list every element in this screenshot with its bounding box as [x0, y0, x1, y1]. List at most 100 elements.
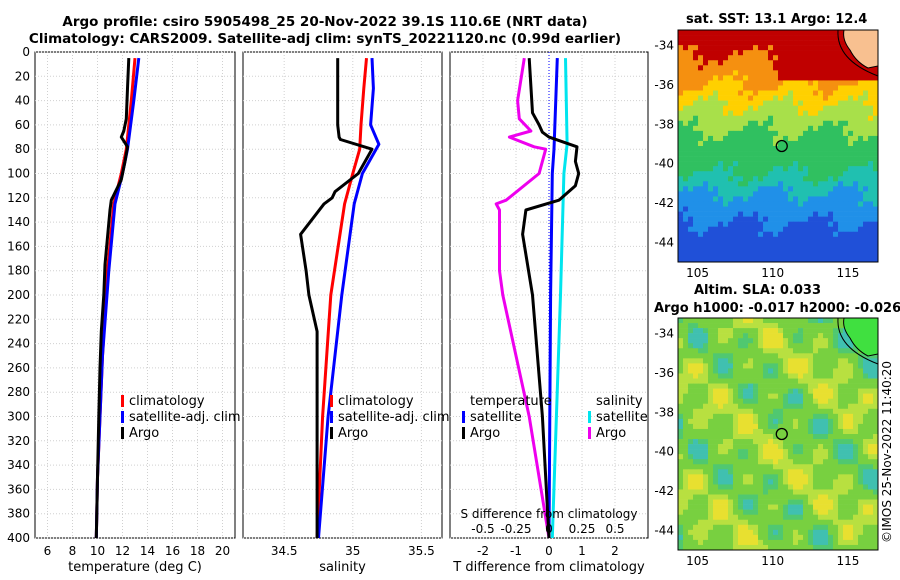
figure-title-line2: Climatology: CARS2009. Satellite-adj cli… [28, 31, 622, 47]
depth-tick-label: 200 [7, 288, 30, 302]
legend-swatch [121, 427, 124, 439]
temperature-xtick-label: 12 [115, 544, 130, 558]
temperature-xtick-label: 18 [190, 544, 205, 558]
salinity-series-satellite-adj-clim [317, 58, 381, 538]
legend-swatch [330, 427, 333, 439]
legend-label: climatology [338, 394, 414, 409]
lat-tick-label: -34 [654, 327, 674, 341]
depth-tick-label: 140 [7, 215, 30, 229]
depth-tick-label: 20 [15, 69, 30, 83]
sst-map-title: sat. SST: 13.1 Argo: 12.4 [686, 12, 868, 27]
lat-tick-label: -40 [654, 157, 674, 171]
sla-map-title-1: Altim. SLA: 0.033 [694, 283, 821, 298]
depth-tick-label: 120 [7, 191, 30, 205]
depth-tick-label: 240 [7, 337, 30, 351]
legend-label: Argo [470, 426, 500, 441]
legend-swatch [462, 411, 465, 423]
difference-series-t-argo [521, 58, 581, 538]
legend-swatch [121, 395, 124, 407]
lat-tick-label: -42 [654, 484, 674, 498]
legend-header-temperature: temperature [470, 394, 552, 409]
temperature-xtick-label: 8 [69, 544, 77, 558]
sst-map: -34 -36 -38 -40 -42 -44 105 110 115 [654, 29, 879, 280]
salinity-xlabel: salinity [319, 560, 366, 575]
salinity-xtick-label: 34.5 [271, 544, 298, 558]
sst-map-frame [677, 29, 879, 263]
legend-label: Argo [596, 426, 626, 441]
argo-position-marker [775, 427, 788, 441]
temperature-xtick-label: 14 [140, 544, 155, 558]
lon-tick-label: 110 [761, 554, 784, 568]
difference-series-s-argo [494, 57, 551, 538]
difference-xtick-label: -2 [477, 544, 489, 558]
profile-charts: 6 8 10 12 14 16 18 2002040608010012014016018020… [7, 45, 649, 575]
temperature-xlabel: temperature (deg C) [68, 560, 202, 575]
depth-tick-label: 180 [7, 264, 30, 278]
depth-tick-label: 360 [7, 482, 30, 496]
legend-swatch [588, 411, 591, 423]
depth-tick-label: 380 [7, 507, 30, 521]
sla-map: -34 -36 -38 -40 -42 -44 105 110 115 [654, 317, 879, 568]
depth-tick-label: 80 [15, 142, 30, 156]
depth-tick-label: 320 [7, 434, 30, 448]
legend-swatch [330, 411, 333, 423]
temperature-panel: 6 8 10 12 14 16 18 2002040608010012014016018020… [7, 45, 236, 575]
sst-map-field [678, 30, 878, 262]
legend-label: Argo [129, 426, 159, 441]
legend-swatch [330, 395, 333, 407]
depth-tick-label: 280 [7, 385, 30, 399]
legend-label: satellite-adj. clim [338, 410, 450, 425]
salinity-series-climatology [315, 57, 368, 538]
depth-tick-label: 0 [22, 45, 30, 59]
lat-tick-label: -44 [654, 523, 674, 537]
temperature-xtick-label: 20 [215, 544, 230, 558]
temperature-xtick-label: 16 [165, 544, 180, 558]
sla-map-field [678, 318, 878, 550]
lat-tick-label: -38 [654, 117, 674, 131]
depth-tick-label: 60 [15, 118, 30, 132]
temperature-xtick-label: 6 [44, 544, 52, 558]
depth-tick-label: 340 [7, 458, 30, 472]
depth-tick-label: 100 [7, 167, 30, 181]
salinity-panel: 34.5 35 35.5 salinity [242, 51, 443, 575]
lon-tick-label: 105 [686, 266, 709, 280]
difference-panel: -2 -1 0 1 2 T difference from climatology [449, 51, 649, 575]
lon-tick-label: 115 [836, 554, 859, 568]
difference-xtick-label: 2 [611, 544, 619, 558]
temperature-series-argo [94, 58, 131, 538]
depth-tick-label: 40 [15, 94, 30, 108]
depth-tick-label: 160 [7, 239, 30, 253]
salinity-difference-tick: -0.25 [500, 522, 531, 536]
depth-tick-label: 220 [7, 312, 30, 326]
sla-map-frame [677, 317, 879, 551]
lat-tick-label: -36 [654, 78, 674, 92]
lat-tick-label: -40 [654, 445, 674, 459]
lon-tick-label: 115 [836, 266, 859, 280]
difference-xtick-label: 0 [545, 544, 553, 558]
land-mass [843, 317, 879, 357]
salinity-difference-tick: 0 [545, 522, 553, 536]
depth-tick-label: 300 [7, 410, 30, 424]
legend-label: Argo [338, 426, 368, 441]
figure-title-line1: Argo profile: csiro 5905498_25 20-Nov-20… [62, 14, 588, 30]
legend-swatch [462, 427, 465, 439]
lon-tick-label: 110 [761, 266, 784, 280]
salinity-difference-label: S difference from climatology [461, 507, 638, 521]
depth-tick-label: 400 [7, 531, 30, 545]
difference-series-t-satellite [547, 58, 559, 538]
difference-series-s-satellite [550, 58, 569, 538]
difference-xtick-label: -1 [510, 544, 522, 558]
depth-tick-label: 260 [7, 361, 30, 375]
lat-tick-label: -34 [654, 39, 674, 53]
lat-tick-label: -38 [654, 405, 674, 419]
sla-map-title-2: Argo h1000: -0.017 h2000: -0.026 [654, 301, 900, 316]
salinity-difference-tick: 0.25 [569, 522, 596, 536]
lat-tick-label: -36 [654, 366, 674, 380]
temperature-xtick-label: 10 [90, 544, 105, 558]
depth-contour [837, 317, 879, 365]
salinity-difference-axis: S difference from climatology-0.5 -0.25 0 0… [461, 507, 638, 536]
difference-xtick-label: 1 [578, 544, 586, 558]
legend-label: satellite-adj. clim [129, 410, 241, 425]
depth-contour [837, 29, 879, 77]
